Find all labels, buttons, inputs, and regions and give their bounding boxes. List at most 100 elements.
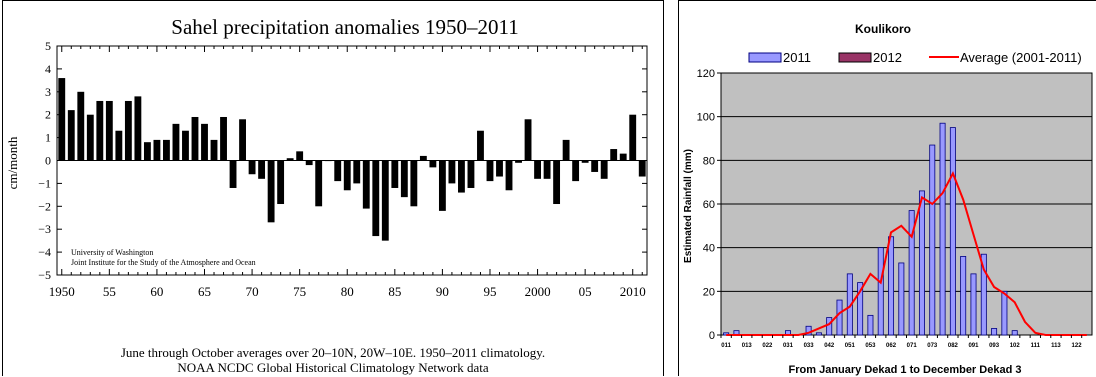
koulikoro-bar-2011 [826, 317, 833, 336]
sahel-y-tick-label: −4 [38, 245, 51, 259]
koulikoro-x-tick-label: 071 [907, 343, 918, 349]
sahel-bar [553, 160, 561, 205]
sahel-y-tick-label: 0 [45, 154, 51, 168]
koulikoro-bar-2011 [939, 122, 946, 336]
koulikoro-legend-label-2011: 2011 [783, 50, 811, 65]
koulikoro-x-tick-label: 042 [824, 343, 835, 349]
sahel-bar [124, 100, 132, 161]
sahel-title: Sahel precipitation anomalies 1950–2011 [171, 15, 518, 39]
koulikoro-y-tick-label: 20 [703, 286, 715, 298]
sahel-y-tick-label: 2 [45, 108, 51, 122]
sahel-bar [86, 114, 94, 161]
sahel-x-tick-label: 05 [579, 284, 592, 299]
sahel-bar [629, 114, 637, 161]
koulikoro-x-tick-label: 011 [721, 343, 731, 349]
sahel-caption-line-1: June through October averages over 20–10… [121, 345, 545, 360]
koulikoro-bar-2011 [815, 332, 822, 336]
sahel-bar [619, 153, 627, 161]
koulikoro-y-tick-label: 120 [697, 68, 715, 80]
sahel-x-tick-label: 80 [341, 284, 354, 299]
koulikoro-x-axis-label: From January Dekad 1 to December Dekad 3 [789, 364, 1022, 376]
koulikoro-chart: Koulikoro Estimated Rainfall (mm) From J… [683, 22, 1093, 376]
sahel-bar [305, 160, 313, 166]
sahel-bar [58, 78, 66, 161]
sahel-y-tick-label: 4 [45, 62, 51, 76]
sahel-bar [600, 160, 608, 179]
sahel-bar [191, 116, 199, 161]
sahel-annotation-line-2: Joint Institute for the Study of the Atm… [71, 258, 256, 267]
sahel-x-tick-label: 55 [103, 284, 116, 299]
koulikoro-x-tick-label: 013 [742, 343, 753, 349]
sahel-bar [581, 160, 589, 163]
koulikoro-bar-2011 [723, 332, 730, 336]
koulikoro-x-tick-label: 102 [1010, 343, 1021, 349]
sahel-bar [477, 130, 484, 161]
sahel-bar [448, 160, 456, 184]
koulikoro-bar-2011 [898, 262, 905, 336]
sahel-bar [96, 100, 104, 161]
sahel-bar [438, 160, 446, 211]
koulikoro-bar-2011 [929, 144, 936, 336]
sahel-bar [143, 142, 151, 161]
koulikoro-y-axis-label: Estimated Rainfall (mm) [683, 149, 694, 263]
koulikoro-legend-label-2012: 2012 [873, 50, 902, 65]
sahel-y-tick-label: 3 [45, 85, 51, 99]
koulikoro-x-tick-label: 022 [762, 343, 773, 349]
sahel-bar [496, 160, 503, 177]
sahel-panel: Sahel precipitation anomalies 1950–2011 … [2, 0, 664, 376]
koulikoro-bar-2011 [1001, 290, 1008, 336]
koulikoro-bar-2011 [877, 247, 884, 336]
sahel-x-tick-label: 2010 [620, 284, 646, 299]
sahel-bar [334, 160, 342, 182]
sahel-bar [572, 160, 580, 182]
sahel-annotation-line-1: University of Washington [71, 248, 153, 257]
koulikoro-bar-2011 [1011, 330, 1018, 336]
sahel-bar [182, 130, 189, 161]
sahel-bar [277, 160, 285, 205]
sahel-bar [172, 123, 180, 161]
sahel-bar [353, 160, 361, 184]
sahel-bar [400, 160, 408, 198]
sahel-bar [153, 139, 161, 161]
koulikoro-bar-2011 [960, 255, 967, 336]
koulikoro-bar-2011 [867, 314, 874, 336]
sahel-bar [391, 160, 399, 188]
koulikoro-x-tick-label: 122 [1072, 343, 1083, 349]
sahel-bar [315, 160, 323, 207]
koulikoro-bar-2011 [970, 273, 977, 336]
sahel-y-tick-label: 5 [45, 39, 51, 53]
koulikoro-y-tick-label: 60 [703, 199, 715, 211]
sahel-y-tick-label: −1 [38, 176, 51, 190]
koulikoro-x-tick-label: 073 [927, 343, 938, 349]
sahel-bar [210, 139, 218, 161]
koulikoro-x-tick-label: 091 [968, 343, 979, 349]
koulikoro-y-tick-label: 0 [709, 330, 715, 342]
koulikoro-y-tick-label: 40 [703, 243, 715, 255]
koulikoro-bar-2011 [908, 210, 915, 336]
sahel-bar [524, 119, 532, 161]
sahel-bar [610, 149, 618, 161]
sahel-bar [343, 160, 351, 191]
sahel-bar [296, 151, 304, 161]
koulikoro-x-tick-label: 053 [865, 343, 876, 349]
sahel-x-tick-label: 60 [150, 284, 163, 299]
koulikoro-x-tick-label: 111 [1031, 343, 1041, 349]
sahel-bar [286, 158, 294, 161]
sahel-x-tick-label: 75 [293, 284, 306, 299]
sahel-bar [201, 123, 208, 161]
koulikoro-bar-2011 [888, 236, 895, 336]
sahel-bar [115, 130, 123, 161]
koulikoro-x-tick-label: 093 [989, 343, 1000, 349]
sahel-bar [258, 160, 266, 179]
koulikoro-legend-swatch-2011 [748, 52, 782, 63]
sahel-bar [543, 160, 551, 179]
sahel-bar [220, 116, 227, 161]
koulikoro-bar-2011 [991, 328, 998, 336]
koulikoro-bar-2011 [949, 127, 956, 336]
sahel-bar [67, 110, 75, 161]
sahel-bar [77, 91, 85, 161]
sahel-chart: Sahel precipitation anomalies 1950–2011 … [5, 15, 648, 375]
sahel-bar [134, 96, 142, 161]
koulikoro-panel: Koulikoro Estimated Rainfall (mm) From J… [678, 0, 1096, 376]
sahel-bar [229, 160, 237, 188]
